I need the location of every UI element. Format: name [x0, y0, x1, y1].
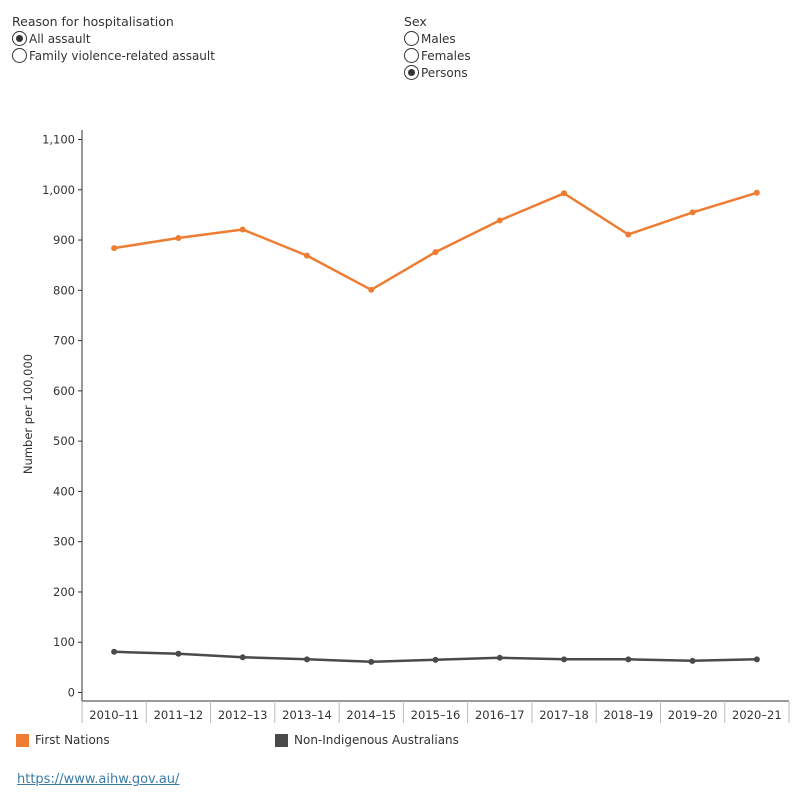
y-axis-label: Number per 100,000 — [21, 354, 35, 474]
x-tick-label: 2014–15 — [346, 708, 396, 722]
y-tick-label: 800 — [53, 283, 75, 297]
series-non-indigenous — [111, 648, 760, 665]
x-tick-label: 2020–21 — [732, 708, 782, 722]
y-axis: 0 100 200 300 400 500 600 700 800 900 1,000 1,100 — [42, 130, 83, 701]
x-tick-label: 2019–20 — [668, 708, 718, 722]
data-point — [175, 650, 182, 657]
x-tick-label: 2013–14 — [282, 708, 332, 722]
radio-button-icon[interactable] — [404, 31, 419, 46]
reason-filter: Reason for hospitalisation All assault F… — [12, 14, 215, 64]
radio-family-violence-assault[interactable]: Family violence-related assault — [12, 47, 215, 64]
radio-females[interactable]: Females — [404, 47, 471, 64]
data-point — [368, 286, 375, 293]
legend-first-nations[interactable]: First Nations — [16, 733, 110, 747]
radio-button-icon[interactable] — [12, 31, 27, 46]
x-tick-label: 2016–17 — [475, 708, 525, 722]
sex-filter-title: Sex — [404, 14, 427, 29]
radio-button-icon[interactable] — [404, 65, 419, 80]
sex-filter: Sex Males Females Persons — [404, 14, 471, 81]
x-tick-label: 2015–16 — [411, 708, 461, 722]
legend-label: Non-Indigenous Australians — [294, 733, 459, 747]
y-tick-label: 0 — [68, 686, 75, 700]
x-tick-label: 2011–12 — [154, 708, 204, 722]
y-tick-label: 1,000 — [42, 183, 75, 197]
data-point — [111, 648, 118, 655]
x-tick-label: 2018–19 — [603, 708, 653, 722]
radio-persons[interactable]: Persons — [404, 64, 471, 81]
y-tick-label: 900 — [53, 233, 75, 247]
data-point — [496, 654, 503, 661]
y-tick-label: 700 — [53, 334, 75, 348]
y-tick-label: 400 — [53, 484, 75, 498]
data-point — [625, 231, 632, 238]
legend-swatch-grey — [275, 733, 288, 747]
data-point — [303, 656, 310, 663]
data-point — [496, 217, 503, 224]
radio-label: Persons — [421, 65, 468, 80]
x-tick-label: 2010–11 — [89, 708, 139, 722]
radio-males[interactable]: Males — [404, 30, 471, 47]
series-first-nations — [111, 189, 760, 293]
radio-label: Females — [421, 48, 471, 63]
line-chart: 0 100 200 300 400 500 600 700 800 900 1,000 1,100 2… — [21, 130, 790, 723]
radio-button-icon[interactable] — [404, 48, 419, 63]
y-tick-label: 100 — [53, 635, 75, 649]
legend-non-indigenous[interactable]: Non-Indigenous Australians — [275, 733, 459, 747]
data-point — [239, 654, 246, 661]
y-tick-label: 200 — [53, 585, 75, 599]
data-point — [753, 656, 760, 663]
series-layer — [111, 189, 760, 665]
x-tick-label: 2012–13 — [218, 708, 268, 722]
x-tick-label: 2017–18 — [539, 708, 589, 722]
data-point — [175, 235, 182, 242]
x-axis: 2010–11 2011–12 2012–13 2013–14 2014–15 2015–… — [81, 700, 790, 723]
source-link[interactable]: https://www.aihw.gov.au/ — [17, 772, 180, 787]
radio-label: Males — [421, 31, 456, 46]
y-tick-label: 500 — [53, 434, 75, 448]
data-point — [432, 656, 439, 663]
data-point — [625, 656, 632, 663]
data-point — [303, 252, 310, 259]
y-tick-label: 600 — [53, 384, 75, 398]
legend-swatch-orange — [16, 733, 29, 747]
data-point — [432, 249, 439, 256]
series-line — [113, 191, 758, 292]
radio-button-icon[interactable] — [12, 48, 27, 63]
data-point — [111, 245, 118, 252]
data-point — [368, 658, 375, 665]
data-point — [561, 190, 568, 197]
radio-label: Family violence-related assault — [29, 48, 215, 63]
data-point — [753, 189, 760, 196]
y-tick-label: 1,100 — [42, 133, 75, 147]
data-point — [689, 657, 696, 664]
data-point — [239, 226, 246, 233]
data-point — [561, 656, 568, 663]
radio-label: All assault — [29, 31, 91, 46]
legend-label: First Nations — [35, 733, 110, 747]
data-point — [689, 209, 696, 216]
reason-filter-title: Reason for hospitalisation — [12, 14, 174, 29]
y-tick-label: 300 — [53, 535, 75, 549]
radio-all-assault[interactable]: All assault — [12, 30, 215, 47]
